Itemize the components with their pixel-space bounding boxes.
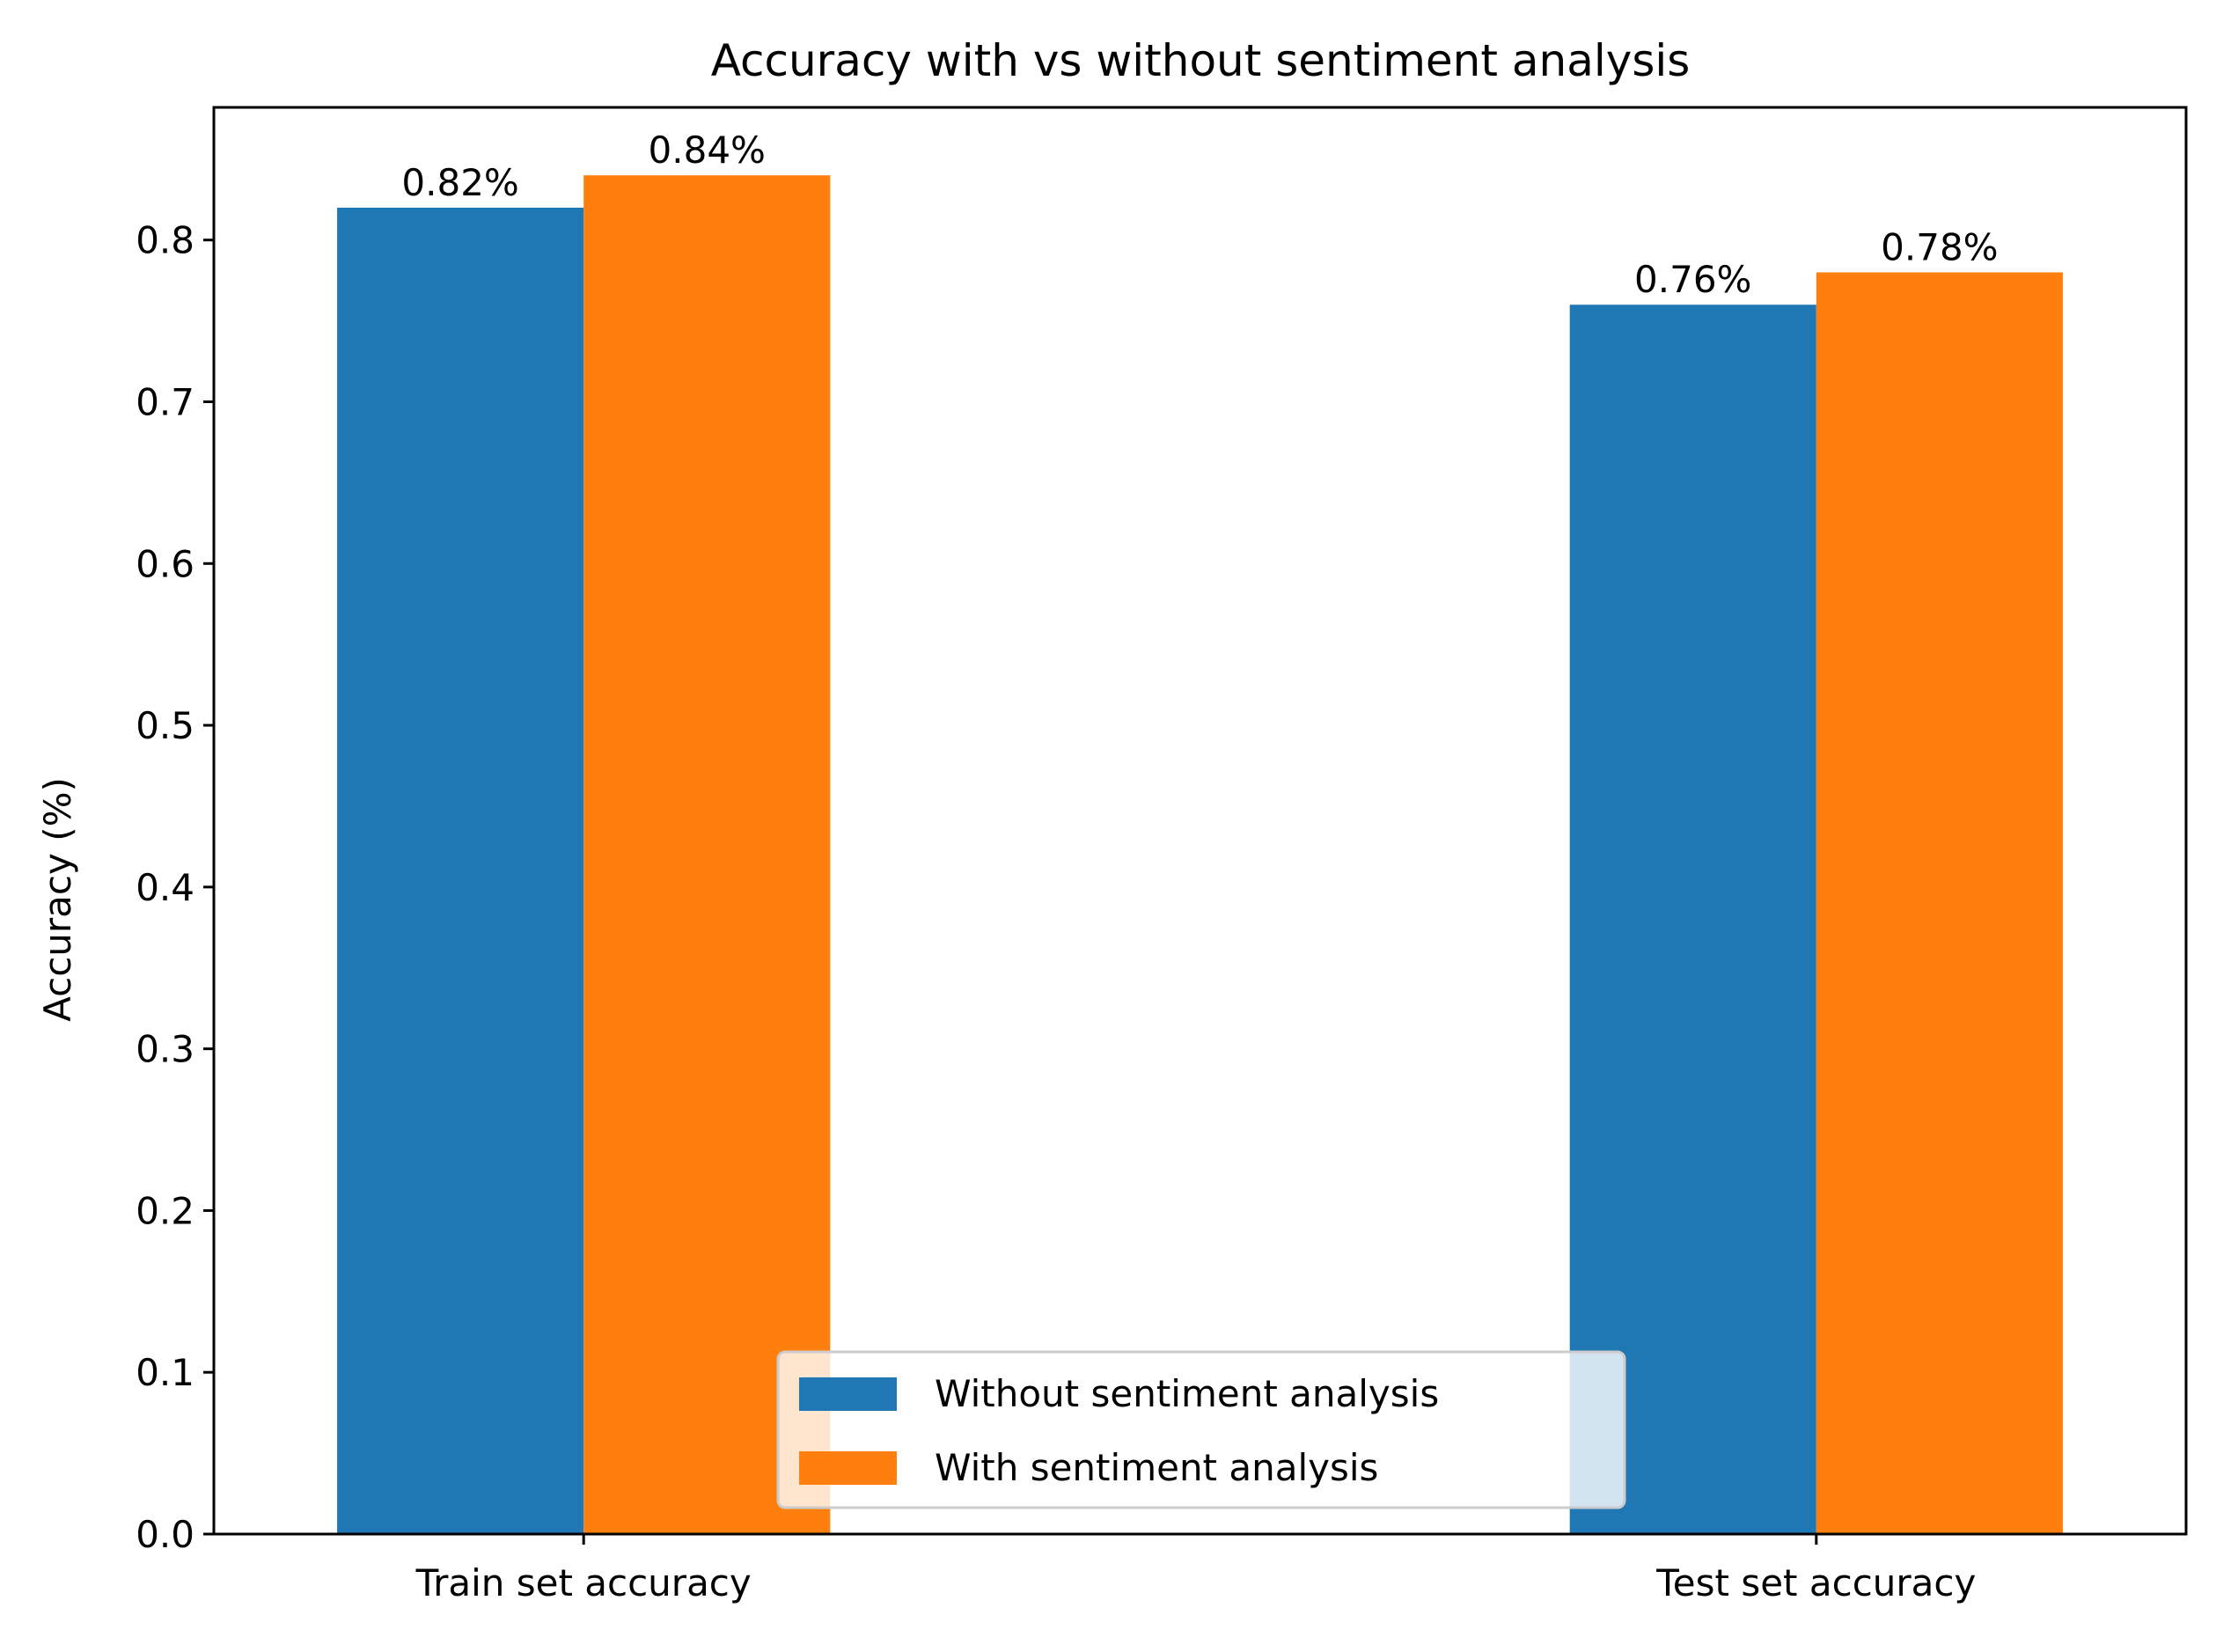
y-tick-label: 0.4 (136, 866, 194, 909)
legend-label: With sentiment analysis (935, 1446, 1378, 1489)
y-tick-label: 0.8 (136, 219, 194, 262)
legend: Without sentiment analysis With sentiment… (776, 1350, 1626, 1509)
bar-value-label: 0.76% (1634, 258, 1751, 301)
legend-box (776, 1350, 1626, 1509)
bars-layer (337, 175, 2063, 1535)
bar-with-train (583, 175, 831, 1535)
y-tick-label: 0.0 (136, 1513, 194, 1556)
bar-value-label: 0.82% (401, 161, 518, 204)
bar-labels-layer: 0.82% 0.76% 0.84% 0.78% (401, 128, 1998, 301)
y-tick-label: 0.2 (136, 1189, 194, 1232)
y-tick-label: 0.6 (136, 542, 194, 585)
bar-without-test (1569, 305, 1816, 1534)
y-axis: 0.0 0.1 0.2 0.3 0.4 0.5 0.6 0.7 0.8 (136, 219, 214, 1556)
y-tick-label: 0.5 (136, 704, 194, 747)
legend-label: Without sentiment analysis (935, 1372, 1439, 1415)
chart-title: Accuracy with vs without sentiment analy… (711, 35, 1691, 86)
y-tick-label: 0.1 (136, 1351, 194, 1394)
x-tick-label: Train set accuracy (415, 1561, 752, 1604)
x-tick-label: Test set accuracy (1655, 1561, 1976, 1604)
x-axis: Train set accuracy Test set accuracy (415, 1534, 1976, 1604)
bar-with-test (1816, 272, 2063, 1534)
bar-value-label: 0.78% (1881, 225, 1998, 268)
y-tick-label: 0.7 (136, 380, 194, 423)
bar-without-train (337, 207, 584, 1534)
legend-swatch (799, 1377, 897, 1411)
legend-swatch (799, 1451, 897, 1485)
y-axis-label: Accuracy (%) (36, 777, 79, 1022)
plot-frame (212, 106, 2188, 1536)
bar-value-label: 0.84% (649, 128, 766, 172)
y-tick-label: 0.3 (136, 1028, 194, 1071)
